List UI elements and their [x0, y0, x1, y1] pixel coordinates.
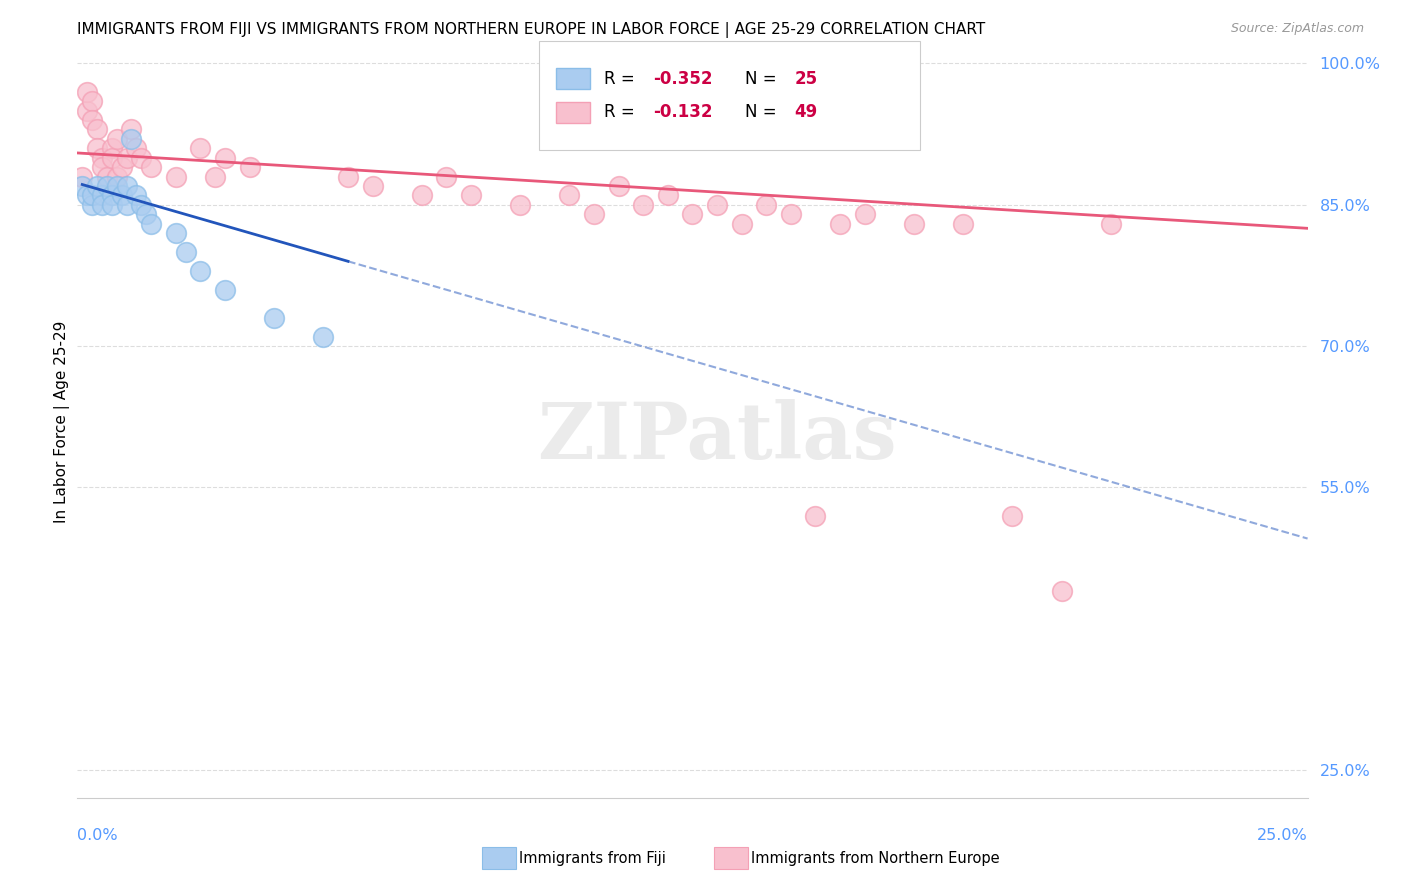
Point — [1099, 217, 1122, 231]
Point — [82, 94, 104, 108]
Point — [263, 310, 285, 325]
Point — [101, 188, 124, 202]
Point — [105, 169, 128, 184]
Point — [76, 103, 98, 118]
Point — [361, 178, 384, 193]
Text: 49: 49 — [794, 103, 818, 121]
Point — [70, 178, 93, 193]
Point — [780, 207, 803, 221]
Text: Immigrants from Fiji: Immigrants from Fiji — [519, 851, 665, 865]
Point — [633, 198, 655, 212]
Point — [460, 188, 482, 202]
Point — [165, 169, 187, 184]
Point — [82, 113, 104, 128]
Point — [90, 160, 114, 174]
Point — [706, 198, 728, 212]
Point — [90, 198, 114, 212]
Text: N =: N = — [745, 70, 782, 87]
Point — [76, 85, 98, 99]
Point — [190, 264, 212, 278]
Point — [731, 217, 754, 231]
Text: 25: 25 — [794, 70, 818, 87]
Point — [101, 198, 124, 212]
Point — [115, 151, 138, 165]
Text: Immigrants from Northern Europe: Immigrants from Northern Europe — [751, 851, 1000, 865]
Point — [583, 207, 606, 221]
Point — [105, 132, 128, 146]
Point — [70, 169, 93, 184]
Point — [853, 207, 876, 221]
Text: N =: N = — [745, 103, 782, 121]
Point — [105, 178, 128, 193]
Point — [101, 141, 124, 155]
Point — [558, 188, 581, 202]
Point — [125, 141, 148, 155]
Point — [436, 169, 458, 184]
Text: ZIPatlas: ZIPatlas — [537, 399, 897, 475]
Point — [86, 141, 108, 155]
Point — [165, 226, 187, 240]
Y-axis label: In Labor Force | Age 25-29: In Labor Force | Age 25-29 — [55, 320, 70, 523]
Point — [131, 198, 153, 212]
Point — [141, 217, 163, 231]
Point — [96, 169, 118, 184]
Point — [90, 188, 114, 202]
Point — [952, 217, 974, 231]
Text: -0.352: -0.352 — [654, 70, 713, 87]
Point — [141, 160, 163, 174]
Point — [111, 188, 132, 202]
FancyBboxPatch shape — [555, 68, 591, 89]
Text: R =: R = — [605, 103, 640, 121]
Point — [121, 122, 143, 136]
Point — [86, 122, 108, 136]
Point — [174, 244, 197, 259]
Point — [76, 188, 98, 202]
Point — [82, 198, 104, 212]
FancyBboxPatch shape — [538, 41, 920, 150]
Point — [804, 508, 827, 523]
Point — [830, 217, 852, 231]
Point — [1001, 508, 1024, 523]
Point — [96, 178, 118, 193]
Point — [90, 151, 114, 165]
Point — [509, 198, 531, 212]
Point — [131, 151, 153, 165]
Text: 25.0%: 25.0% — [1257, 828, 1308, 843]
Point — [657, 188, 679, 202]
Point — [214, 151, 236, 165]
Point — [190, 141, 212, 155]
Point — [115, 198, 138, 212]
Point — [111, 160, 132, 174]
Point — [607, 178, 630, 193]
Point — [755, 198, 778, 212]
Point — [337, 169, 360, 184]
Point — [1050, 584, 1073, 599]
Point — [239, 160, 262, 174]
FancyBboxPatch shape — [555, 102, 591, 123]
Text: R =: R = — [605, 70, 640, 87]
Text: 0.0%: 0.0% — [77, 828, 118, 843]
Point — [312, 329, 335, 343]
Point — [115, 178, 138, 193]
Point — [86, 178, 108, 193]
Point — [682, 207, 704, 221]
Text: IMMIGRANTS FROM FIJI VS IMMIGRANTS FROM NORTHERN EUROPE IN LABOR FORCE | AGE 25-: IMMIGRANTS FROM FIJI VS IMMIGRANTS FROM … — [77, 22, 986, 38]
Point — [204, 169, 226, 184]
Point — [903, 217, 925, 231]
Text: Source: ZipAtlas.com: Source: ZipAtlas.com — [1230, 22, 1364, 36]
Point — [125, 188, 148, 202]
Point — [411, 188, 433, 202]
Point — [121, 132, 143, 146]
Point — [101, 151, 124, 165]
Point — [214, 283, 236, 297]
Point — [82, 188, 104, 202]
Text: -0.132: -0.132 — [654, 103, 713, 121]
Point — [135, 207, 157, 221]
